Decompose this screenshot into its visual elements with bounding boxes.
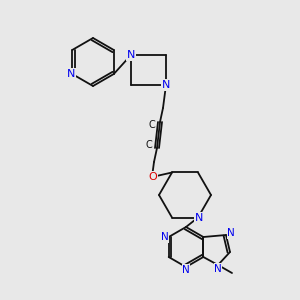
Text: N: N: [227, 228, 235, 238]
Text: N: N: [182, 265, 190, 275]
Text: N: N: [127, 50, 135, 60]
Text: C: C: [146, 140, 152, 150]
Text: C: C: [148, 120, 155, 130]
Text: N: N: [162, 80, 170, 90]
Text: N: N: [195, 212, 203, 223]
Text: N: N: [214, 264, 222, 274]
Text: O: O: [148, 172, 158, 182]
Text: N: N: [67, 69, 75, 79]
Text: N: N: [161, 232, 169, 242]
